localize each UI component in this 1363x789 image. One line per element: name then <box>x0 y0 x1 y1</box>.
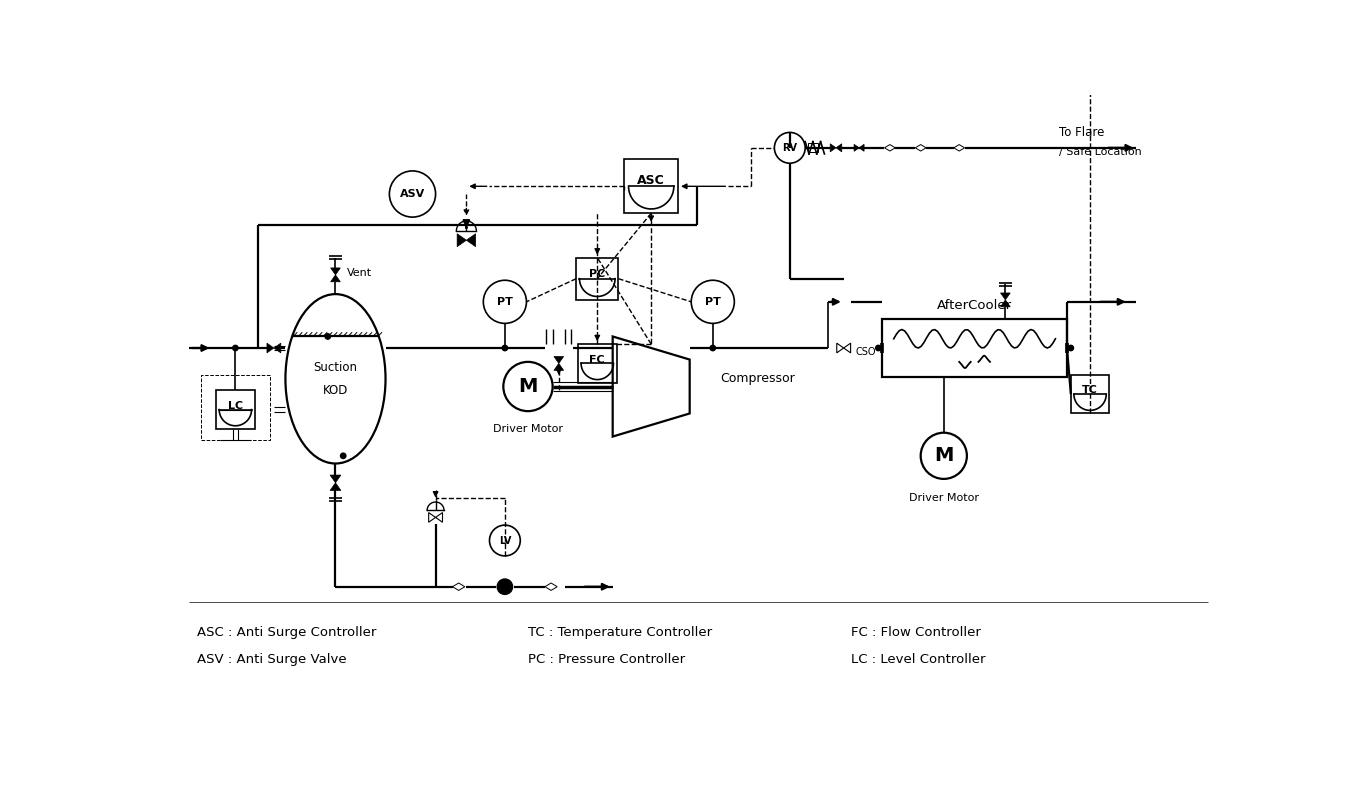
Circle shape <box>875 346 880 350</box>
Text: ASC: ASC <box>638 174 665 188</box>
Text: LC: LC <box>228 401 243 411</box>
Bar <box>200 375 270 440</box>
Text: PT: PT <box>497 297 512 307</box>
Polygon shape <box>855 144 859 151</box>
Text: TC: TC <box>1082 385 1099 395</box>
Circle shape <box>502 346 507 350</box>
Circle shape <box>233 346 239 350</box>
Text: LV: LV <box>499 536 511 545</box>
Text: PC: PC <box>589 270 605 279</box>
Circle shape <box>1069 346 1074 350</box>
Text: RV: RV <box>782 143 797 153</box>
Text: ASV: ASV <box>399 189 425 199</box>
Text: Suction: Suction <box>313 361 357 374</box>
Polygon shape <box>916 144 925 151</box>
Text: Compressor: Compressor <box>721 372 795 385</box>
Polygon shape <box>331 275 341 282</box>
Text: Vent: Vent <box>348 268 372 279</box>
Polygon shape <box>1000 293 1010 300</box>
Text: FC: FC <box>589 354 605 365</box>
Text: KOD: KOD <box>323 384 348 397</box>
Bar <box>1071 375 1109 413</box>
Text: TC : Temperature Controller: TC : Temperature Controller <box>527 626 711 639</box>
Polygon shape <box>836 144 842 151</box>
Text: CSO: CSO <box>855 347 876 357</box>
Polygon shape <box>837 343 844 353</box>
Circle shape <box>497 579 512 594</box>
Text: Driver Motor: Driver Motor <box>909 493 979 503</box>
Text: ASV : Anti Surge Valve: ASV : Anti Surge Valve <box>196 653 346 667</box>
Polygon shape <box>428 513 436 522</box>
Text: Driver Motor: Driver Motor <box>493 424 563 434</box>
Polygon shape <box>466 234 476 247</box>
Polygon shape <box>553 357 564 364</box>
Bar <box>624 159 679 213</box>
Bar <box>882 319 1067 377</box>
Polygon shape <box>553 364 564 370</box>
Bar <box>577 257 619 300</box>
Polygon shape <box>331 268 341 275</box>
Circle shape <box>920 432 966 479</box>
Text: PT: PT <box>705 297 721 307</box>
Text: LC : Level Controller: LC : Level Controller <box>852 653 985 667</box>
Polygon shape <box>457 234 466 247</box>
Polygon shape <box>1000 300 1010 307</box>
Circle shape <box>710 346 716 350</box>
Text: M: M <box>518 377 537 396</box>
Polygon shape <box>330 475 341 483</box>
Circle shape <box>326 334 330 339</box>
Bar <box>808 143 818 152</box>
Text: AfterCooler: AfterCooler <box>936 299 1013 312</box>
Text: To Flare: To Flare <box>1059 126 1104 139</box>
Text: / Safe Location: / Safe Location <box>1059 147 1142 157</box>
Polygon shape <box>330 483 341 491</box>
Polygon shape <box>436 513 443 522</box>
Bar <box>578 344 616 383</box>
Text: ASC : Anti Surge Controller: ASC : Anti Surge Controller <box>196 626 376 639</box>
Circle shape <box>503 362 552 411</box>
Polygon shape <box>885 144 895 151</box>
Polygon shape <box>274 343 281 353</box>
Polygon shape <box>267 343 274 353</box>
Text: PC : Pressure Controller: PC : Pressure Controller <box>527 653 686 667</box>
Text: M: M <box>934 447 954 466</box>
Polygon shape <box>545 583 557 590</box>
Circle shape <box>341 453 346 458</box>
Polygon shape <box>844 343 851 353</box>
Polygon shape <box>830 144 836 151</box>
Bar <box>217 391 255 429</box>
Text: FC : Flow Controller: FC : Flow Controller <box>852 626 981 639</box>
Polygon shape <box>954 144 965 151</box>
Polygon shape <box>453 583 465 590</box>
Polygon shape <box>859 144 864 151</box>
